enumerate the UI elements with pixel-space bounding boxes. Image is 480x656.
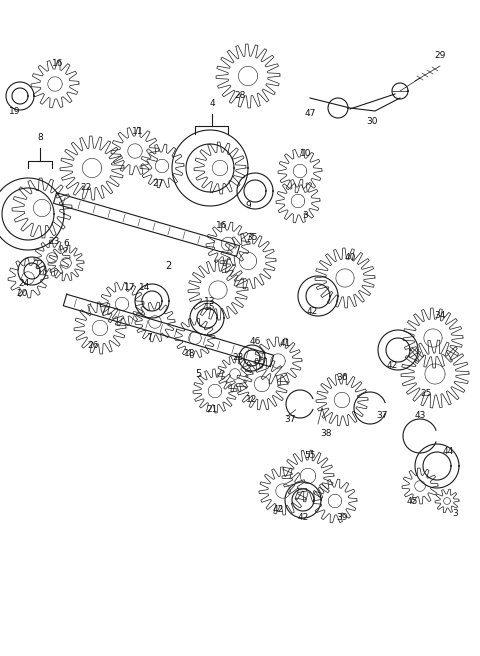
Text: 21: 21 [206, 405, 218, 413]
Text: 30: 30 [366, 117, 378, 125]
Text: 23: 23 [232, 354, 244, 363]
Text: 45: 45 [406, 497, 418, 506]
Text: 2: 2 [165, 261, 171, 271]
Text: 4: 4 [209, 100, 215, 108]
Text: 16: 16 [216, 222, 228, 230]
Text: 27: 27 [152, 180, 164, 188]
Text: 39: 39 [336, 514, 348, 522]
Text: 6: 6 [63, 239, 69, 247]
Text: 37: 37 [376, 411, 388, 420]
Text: 24: 24 [18, 279, 30, 289]
Text: 3: 3 [452, 510, 458, 518]
Text: 29: 29 [434, 52, 446, 60]
Text: 26: 26 [87, 342, 99, 350]
Text: 35: 35 [246, 234, 258, 243]
Text: 25: 25 [420, 390, 432, 398]
Text: 10: 10 [300, 150, 312, 159]
Text: 12: 12 [246, 396, 258, 405]
Text: 44: 44 [443, 447, 454, 455]
Text: 17: 17 [124, 283, 136, 293]
Text: 55: 55 [304, 451, 316, 461]
Text: 47: 47 [304, 110, 316, 119]
Text: 23: 23 [48, 237, 60, 245]
Text: 38: 38 [320, 430, 332, 438]
Text: 16: 16 [52, 60, 64, 68]
Text: 42: 42 [306, 308, 318, 316]
Text: 9: 9 [245, 201, 251, 211]
Text: 43: 43 [414, 411, 426, 420]
Text: 28: 28 [234, 91, 246, 100]
Text: 8: 8 [37, 134, 43, 142]
Text: 20: 20 [16, 289, 28, 298]
Text: 11: 11 [132, 127, 144, 136]
Text: 37: 37 [284, 415, 296, 424]
Text: 15: 15 [204, 304, 216, 312]
Text: 3: 3 [302, 211, 308, 220]
Text: 18: 18 [184, 350, 196, 358]
Text: 5: 5 [195, 369, 201, 379]
Text: 42: 42 [298, 514, 309, 522]
Text: 41: 41 [279, 340, 291, 348]
Text: 46: 46 [249, 337, 261, 346]
Text: 7: 7 [146, 333, 152, 342]
Text: 36: 36 [336, 373, 348, 382]
Text: 19: 19 [9, 106, 21, 115]
Text: 42: 42 [272, 504, 284, 514]
Text: 14: 14 [139, 283, 151, 293]
Text: 40: 40 [344, 253, 356, 262]
Text: 42: 42 [386, 361, 397, 371]
Text: 22: 22 [80, 184, 92, 192]
Text: 34: 34 [434, 312, 446, 321]
Text: 13: 13 [204, 298, 216, 306]
